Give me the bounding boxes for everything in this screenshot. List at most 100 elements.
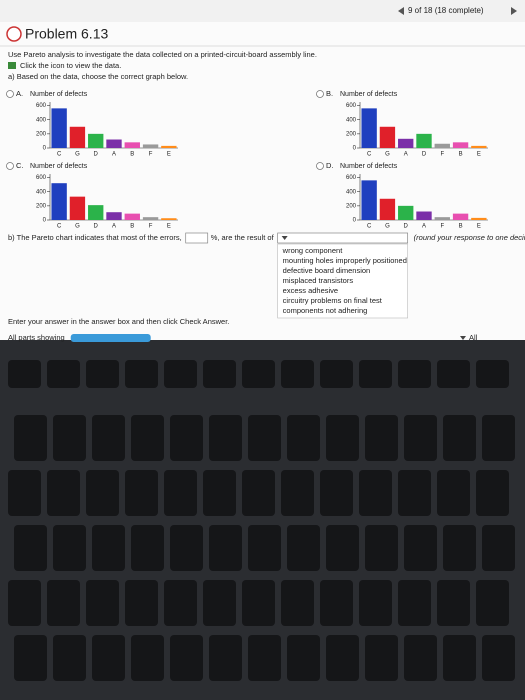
bar xyxy=(471,145,487,148)
key xyxy=(359,360,392,388)
key xyxy=(14,415,47,461)
key xyxy=(164,360,197,388)
key xyxy=(53,525,86,571)
x-tick-label: F xyxy=(440,224,444,230)
key xyxy=(287,635,320,681)
key xyxy=(203,580,236,626)
y-tick-label: 200 xyxy=(36,203,47,209)
answer-box[interactable] xyxy=(185,232,209,244)
key xyxy=(125,360,158,388)
key xyxy=(209,635,242,681)
key xyxy=(203,360,236,388)
problem-title: Problem 6.13 xyxy=(25,26,108,42)
x-tick-label: G xyxy=(385,224,390,230)
y-tick-label: 0 xyxy=(353,218,357,224)
bar xyxy=(398,138,414,148)
key xyxy=(14,525,47,571)
y-tick-label: 200 xyxy=(346,131,357,137)
key xyxy=(398,360,431,388)
bar xyxy=(124,142,140,148)
key xyxy=(320,360,353,388)
y-tick-label: 400 xyxy=(36,117,47,123)
part-b-text: %, are the result of xyxy=(211,233,275,242)
axis-label: Number of defects xyxy=(30,163,88,170)
axis-label: Number of defects xyxy=(340,163,398,170)
dropdown-item[interactable]: excess adhesive xyxy=(283,286,338,295)
intro: Use Pareto analysis to investigate the d… xyxy=(8,50,317,59)
key xyxy=(125,470,158,516)
bar xyxy=(51,183,67,220)
dropdown-item[interactable]: defective board dimension xyxy=(283,266,371,275)
prev-arrow[interactable] xyxy=(398,7,404,15)
y-tick-label: 400 xyxy=(346,189,357,195)
dropdown-list xyxy=(277,243,408,319)
option-label[interactable]: D. xyxy=(326,161,334,170)
bar xyxy=(69,196,86,220)
x-tick-label: F xyxy=(149,152,153,158)
x-tick-label: B xyxy=(130,224,134,230)
status-icon xyxy=(6,26,22,42)
key xyxy=(209,415,242,461)
x-tick-label: F xyxy=(440,152,444,158)
radio[interactable] xyxy=(6,90,14,98)
key xyxy=(131,415,164,461)
dropdown-arrow xyxy=(281,236,288,240)
key xyxy=(320,470,353,516)
key xyxy=(203,470,236,516)
bar xyxy=(452,142,469,148)
bar xyxy=(69,126,86,148)
key xyxy=(47,470,80,516)
bar xyxy=(452,213,469,220)
key xyxy=(482,525,515,571)
key xyxy=(404,635,437,681)
key xyxy=(92,415,125,461)
key xyxy=(248,415,281,461)
key xyxy=(326,525,359,571)
y-tick-label: 0 xyxy=(43,146,47,152)
next-arrow[interactable] xyxy=(511,7,517,15)
bar xyxy=(124,213,140,220)
key xyxy=(365,525,398,571)
dropdown-item[interactable]: misplaced transistors xyxy=(283,276,354,285)
x-tick-label: E xyxy=(477,224,481,230)
x-tick-label: E xyxy=(477,152,481,158)
bar xyxy=(106,139,122,148)
key xyxy=(53,635,86,681)
x-tick-label: A xyxy=(404,152,408,158)
dropdown-item[interactable]: mounting holes improperly positioned xyxy=(283,256,407,265)
radio[interactable] xyxy=(316,90,324,98)
radio[interactable] xyxy=(316,162,324,170)
option-label[interactable]: A. xyxy=(16,89,23,98)
dropdown-item[interactable]: circuitry problems on final test xyxy=(283,296,383,305)
data-icon[interactable] xyxy=(8,62,16,69)
dropdown-item[interactable]: components not adhering xyxy=(283,306,368,315)
screen xyxy=(0,0,525,340)
option-label[interactable]: C. xyxy=(16,161,24,170)
key xyxy=(164,580,197,626)
bar xyxy=(51,108,67,148)
data-link[interactable]: Click the icon to view the data. xyxy=(20,61,121,70)
key xyxy=(92,525,125,571)
y-tick-label: 600 xyxy=(346,103,357,109)
key xyxy=(404,525,437,571)
bar xyxy=(161,218,177,220)
x-tick-label: F xyxy=(149,224,153,230)
bar xyxy=(142,217,159,220)
x-tick-label: B xyxy=(459,224,463,230)
x-tick-label: D xyxy=(94,224,99,230)
key xyxy=(365,635,398,681)
option-label[interactable]: B. xyxy=(326,89,333,98)
bar xyxy=(379,126,396,148)
key xyxy=(170,525,203,571)
key xyxy=(125,580,158,626)
key xyxy=(170,415,203,461)
bar xyxy=(161,145,177,148)
dropdown[interactable] xyxy=(277,232,409,244)
dropdown-item[interactable]: wrong component xyxy=(282,246,344,255)
key xyxy=(47,360,80,388)
key xyxy=(437,580,470,626)
x-tick-label: D xyxy=(94,152,99,158)
all-label[interactable]: All xyxy=(469,333,478,342)
radio[interactable] xyxy=(6,162,14,170)
